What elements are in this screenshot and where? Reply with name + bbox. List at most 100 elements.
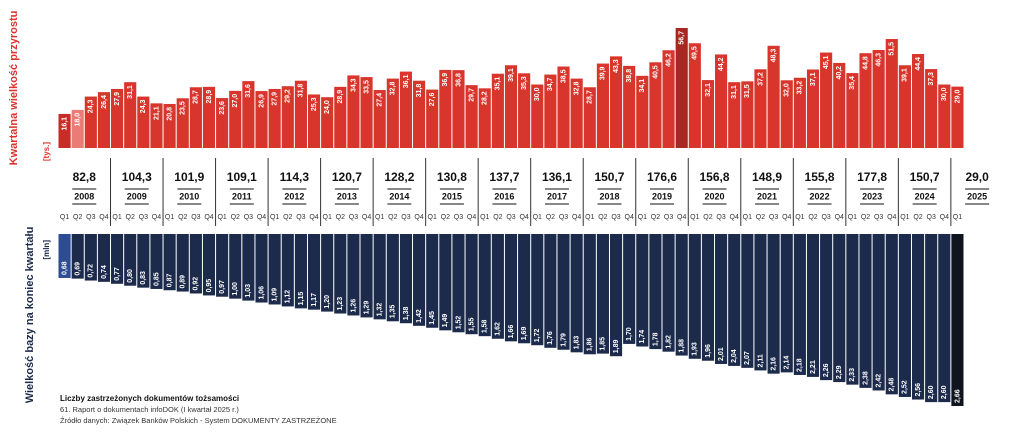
bar bbox=[531, 84, 544, 148]
bar bbox=[71, 234, 84, 279]
value-label: 1,85 bbox=[600, 337, 607, 351]
value-label: 49,5 bbox=[692, 46, 699, 60]
footer-report: 61. Raport o dokumentach infoDOK (I kwar… bbox=[60, 405, 239, 414]
bar bbox=[846, 234, 859, 385]
quarter-label: Q4 bbox=[152, 214, 161, 221]
bar bbox=[741, 234, 754, 368]
quarter-label: Q1 bbox=[323, 214, 332, 221]
year-total: 114,3 bbox=[280, 170, 310, 184]
quarter-label: Q4 bbox=[940, 214, 949, 221]
bar bbox=[544, 74, 557, 148]
bar bbox=[294, 234, 307, 309]
year-label: 2014 bbox=[389, 191, 409, 201]
bar bbox=[189, 87, 202, 148]
quarter-label: Q4 bbox=[519, 214, 528, 221]
value-label: 1,83 bbox=[573, 336, 580, 350]
value-label: 2,60 bbox=[928, 385, 935, 399]
value-label: 0,97 bbox=[219, 280, 226, 294]
value-label: 2,38 bbox=[862, 371, 869, 385]
bar bbox=[662, 50, 675, 148]
bar bbox=[373, 234, 386, 320]
value-label: 0,85 bbox=[153, 272, 160, 286]
quarter-label: Q3 bbox=[296, 214, 305, 221]
value-label: 0,80 bbox=[127, 269, 134, 283]
bar bbox=[176, 98, 189, 148]
bar bbox=[596, 234, 609, 354]
quarter-label: Q1 bbox=[165, 214, 174, 221]
value-label: 1,96 bbox=[705, 344, 712, 358]
quarter-label: Q2 bbox=[336, 214, 345, 221]
value-label: 34,1 bbox=[639, 79, 646, 93]
footer-source: Źródło danych: Związek Banków Polskich -… bbox=[60, 416, 337, 425]
value-label: 32,1 bbox=[705, 83, 712, 97]
value-label: 2,42 bbox=[875, 374, 882, 388]
quarter-label: Q2 bbox=[493, 214, 502, 221]
value-label: 33,5 bbox=[363, 80, 370, 94]
value-label: 1,09 bbox=[271, 288, 278, 302]
top-unit: [tys.] bbox=[42, 142, 51, 161]
bar bbox=[925, 234, 938, 403]
value-label: 1,89 bbox=[613, 339, 620, 353]
bar bbox=[491, 234, 504, 339]
value-label: 28,9 bbox=[206, 90, 213, 104]
bar bbox=[84, 234, 97, 281]
bar bbox=[360, 77, 373, 148]
value-label: 2,16 bbox=[770, 357, 777, 371]
bar bbox=[202, 234, 216, 296]
quarter-label: Q4 bbox=[467, 214, 476, 221]
value-label: 2,60 bbox=[941, 385, 948, 399]
bar bbox=[911, 234, 925, 400]
year-total: 137,7 bbox=[489, 170, 519, 184]
value-label: 31,1 bbox=[127, 85, 134, 99]
bar bbox=[307, 234, 321, 310]
value-label: 0,77 bbox=[114, 267, 121, 281]
quarter-label: Q2 bbox=[231, 214, 240, 221]
value-label: 0,69 bbox=[75, 262, 82, 276]
bar bbox=[452, 234, 465, 333]
value-label: 33,2 bbox=[797, 81, 804, 95]
year-label: 2021 bbox=[757, 191, 777, 201]
value-label: 0,95 bbox=[206, 279, 213, 293]
bar bbox=[544, 234, 557, 348]
bar bbox=[780, 80, 793, 148]
value-label: 23,6 bbox=[219, 101, 226, 115]
value-label: 0,68 bbox=[61, 261, 68, 275]
bar bbox=[216, 234, 229, 297]
bar bbox=[255, 91, 268, 148]
value-label: 0,72 bbox=[88, 264, 95, 278]
quarter-label: Q2 bbox=[283, 214, 292, 221]
quarter-label: Q2 bbox=[126, 214, 135, 221]
value-label: 36,1 bbox=[403, 74, 410, 88]
bar bbox=[229, 90, 242, 148]
bar bbox=[701, 80, 715, 148]
value-label: 31,8 bbox=[298, 84, 305, 98]
quarter-label: Q3 bbox=[716, 214, 725, 221]
bar bbox=[675, 28, 688, 148]
year-label: 2018 bbox=[599, 191, 619, 201]
value-label: 1,88 bbox=[679, 339, 686, 353]
bar bbox=[97, 234, 111, 282]
year-total: 148,9 bbox=[752, 170, 782, 184]
value-label: 28,7 bbox=[193, 90, 200, 104]
quarter-label: Q4 bbox=[309, 214, 318, 221]
bar bbox=[373, 90, 386, 148]
value-label: 0,74 bbox=[101, 265, 108, 279]
bar bbox=[518, 73, 531, 148]
year-label: 2025 bbox=[967, 191, 987, 201]
year-label: 2011 bbox=[232, 191, 252, 201]
value-label: 48,3 bbox=[770, 49, 777, 63]
value-label: 27,0 bbox=[232, 94, 239, 108]
value-label: 1,70 bbox=[626, 327, 633, 341]
bar bbox=[872, 234, 885, 391]
year-label: 2012 bbox=[284, 191, 304, 201]
quarter-label: Q1 bbox=[533, 214, 542, 221]
bar bbox=[478, 234, 491, 337]
value-label: 37,2 bbox=[757, 72, 764, 86]
bar bbox=[321, 234, 334, 312]
bar bbox=[715, 54, 728, 148]
quarter-label: Q1 bbox=[848, 214, 857, 221]
value-label: 2,14 bbox=[784, 356, 791, 370]
bar bbox=[150, 234, 163, 289]
value-label: 36,9 bbox=[442, 73, 449, 87]
bar bbox=[951, 86, 964, 148]
